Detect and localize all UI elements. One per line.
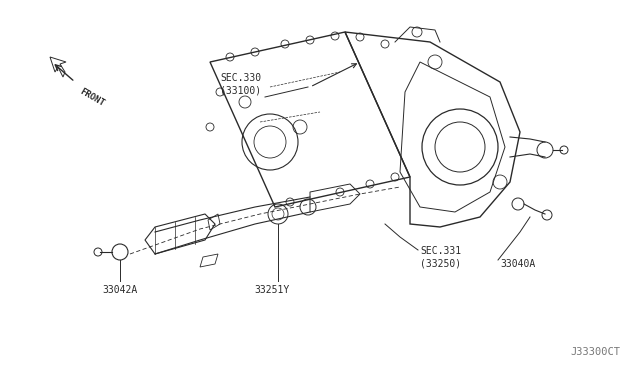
Text: 33251Y: 33251Y bbox=[254, 285, 290, 295]
Text: SEC.330
(33100): SEC.330 (33100) bbox=[220, 73, 261, 95]
Text: 33042A: 33042A bbox=[102, 285, 138, 295]
Text: 33040A: 33040A bbox=[500, 259, 535, 269]
Text: J33300CT: J33300CT bbox=[570, 347, 620, 357]
Text: FRONT: FRONT bbox=[78, 87, 106, 108]
Text: SEC.331
(33250): SEC.331 (33250) bbox=[420, 246, 461, 268]
Polygon shape bbox=[50, 57, 66, 77]
